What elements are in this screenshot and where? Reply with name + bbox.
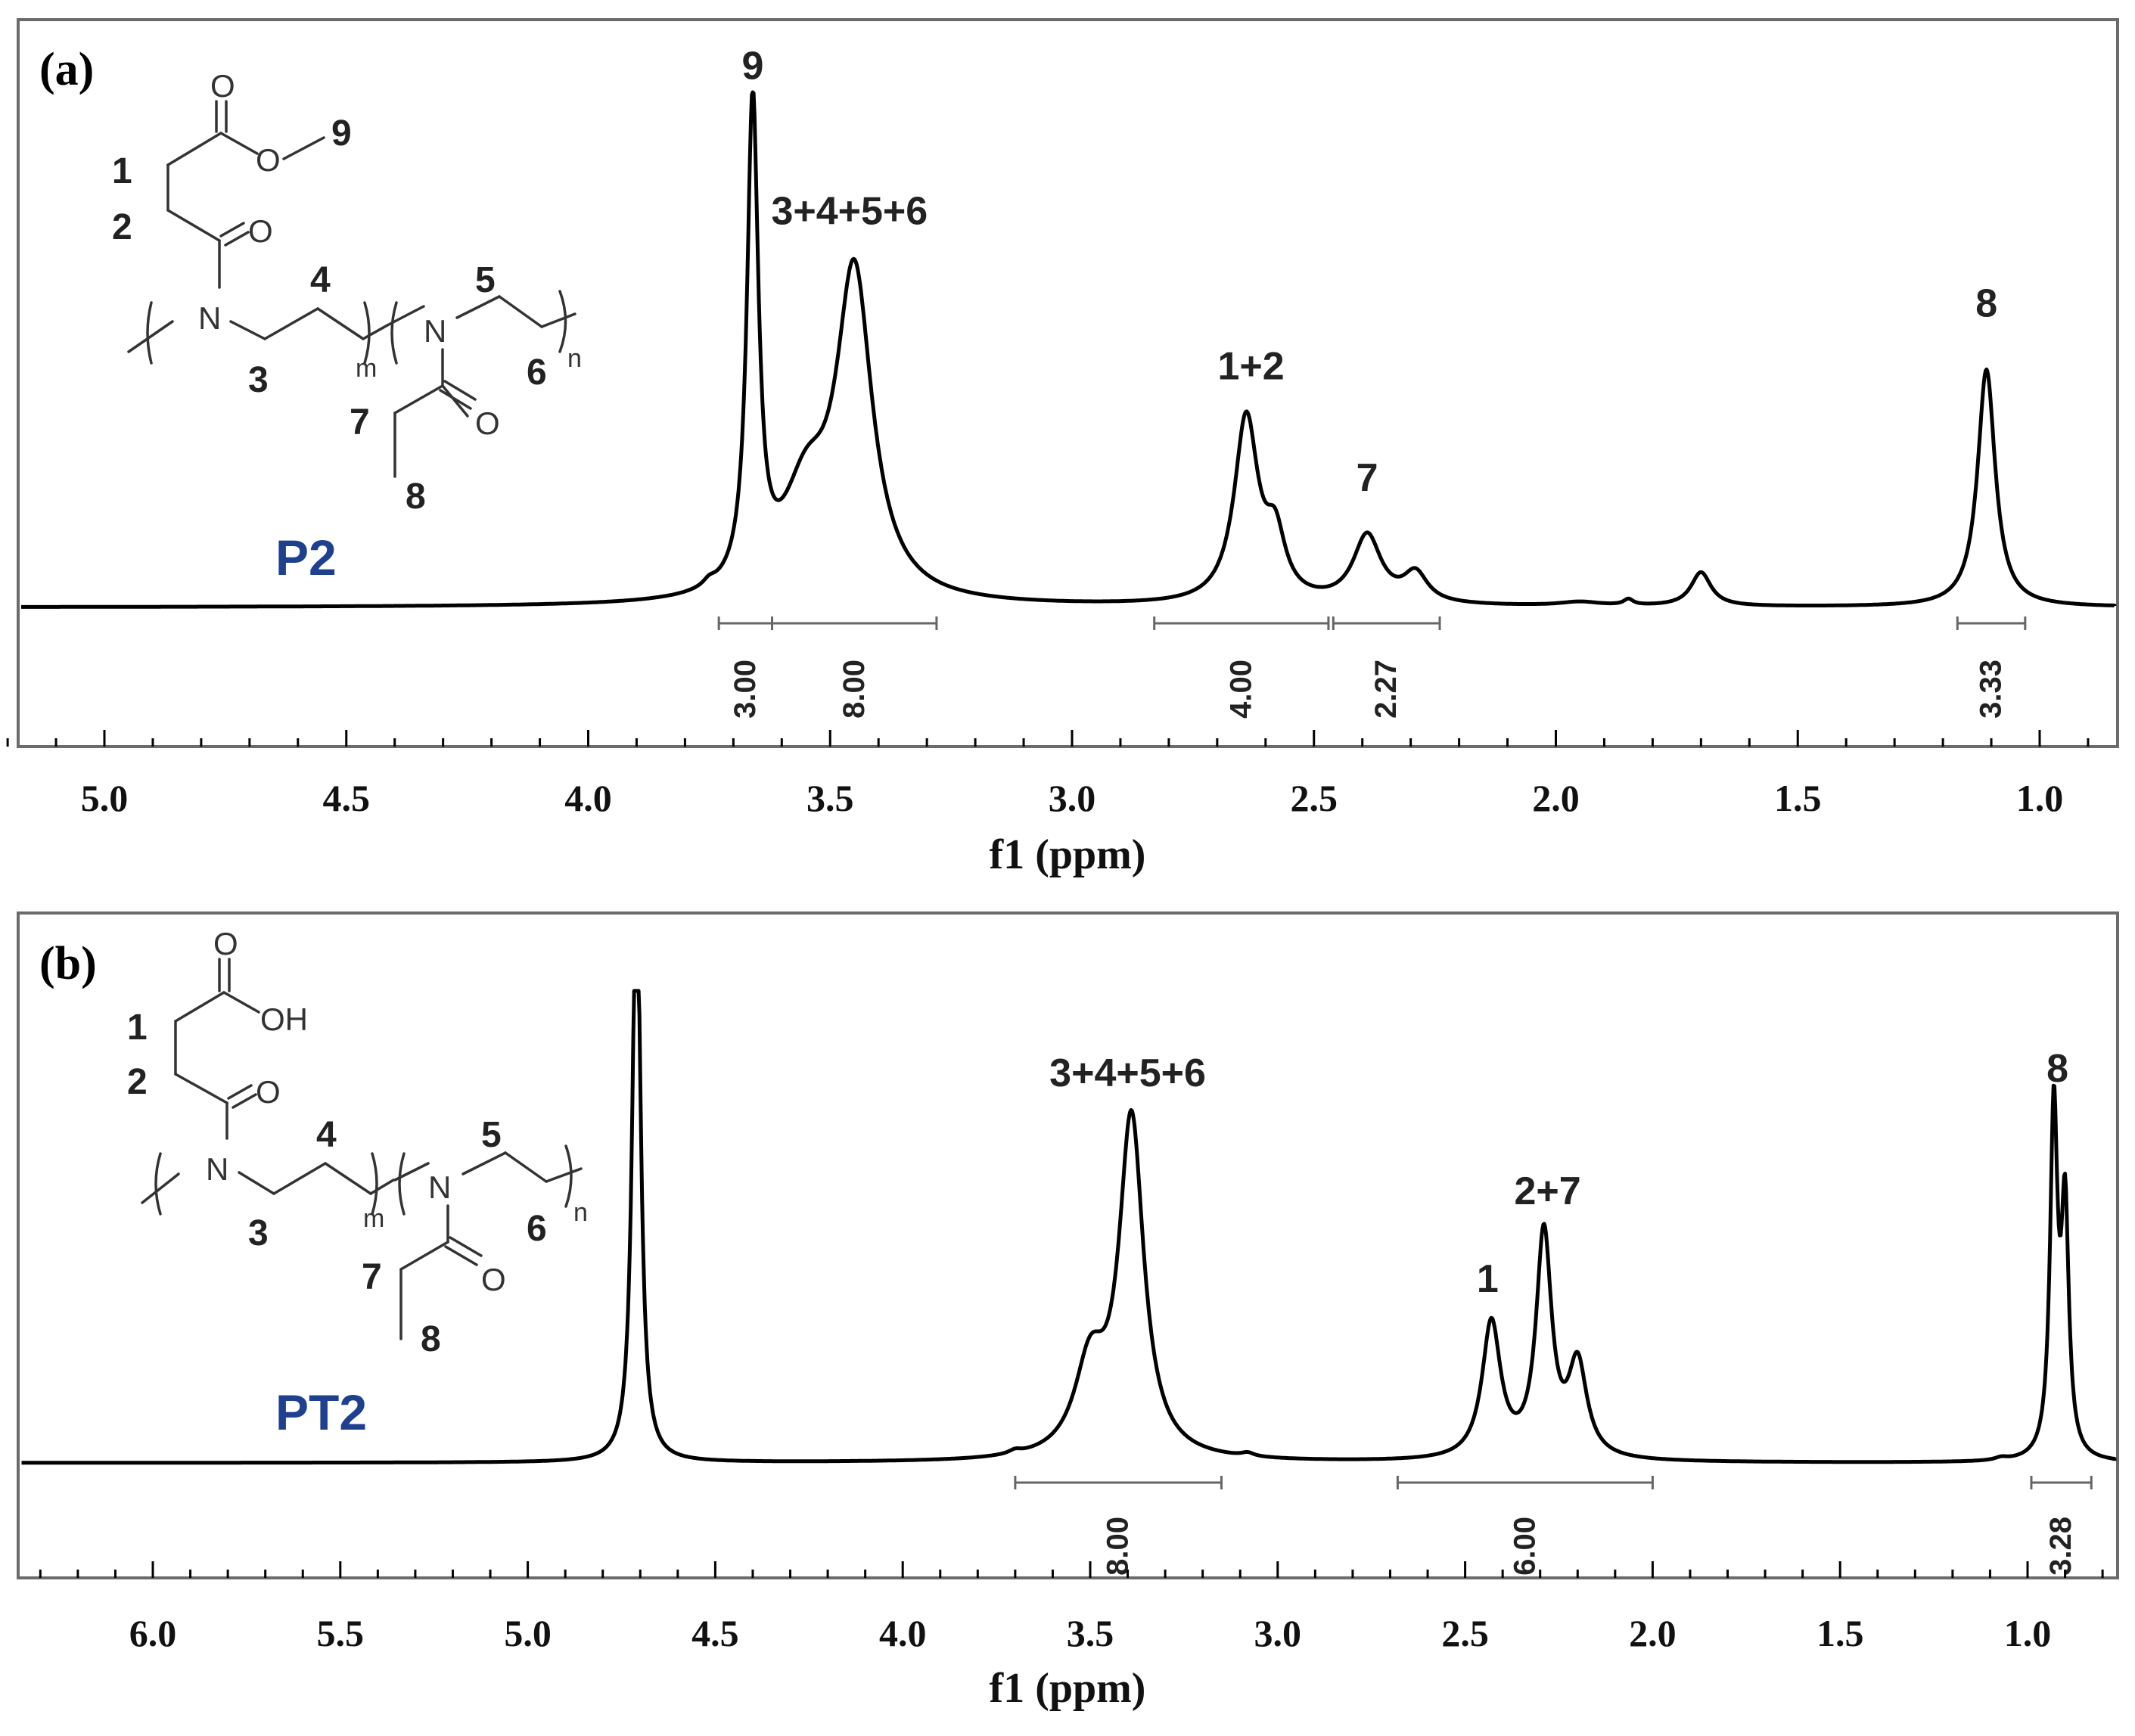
x-tick-label: 1.0 xyxy=(2004,1612,2052,1654)
x-tick-label: 1.0 xyxy=(2016,777,2064,819)
panel-b-frame xyxy=(17,911,2119,1579)
panel-a-frame xyxy=(17,18,2119,748)
integral-value: 8.00 xyxy=(838,660,871,719)
x-tick-label: 5.0 xyxy=(504,1612,552,1654)
panel-b: 8.00 6.00 3.28 3+4+5+6 1 2+7 8 6.0 5.5 5.0 4.5 4.… xyxy=(17,911,2119,1712)
panel-b-integrals: 8.00 6.00 3.28 xyxy=(1014,1476,2093,1576)
peak-label: 1 xyxy=(1477,1257,1499,1301)
panel-b-structure: O OH O N m N n xyxy=(127,926,588,1359)
struct-b-num-6: 6 xyxy=(527,1209,547,1249)
struct-a-num-9: 9 xyxy=(331,113,352,154)
panel-b-label: (b) xyxy=(39,938,97,989)
x-tick-label: 3.5 xyxy=(1067,1612,1114,1654)
panel-b-spectrum xyxy=(20,989,2117,1465)
integral-value: 2.27 xyxy=(1369,660,1403,719)
x-tick-label: 2.5 xyxy=(1291,777,1338,819)
integral-value: 4.00 xyxy=(1224,660,1257,719)
struct-b-num-3: 3 xyxy=(248,1213,269,1253)
integral-value: 3.28 xyxy=(2044,1517,2078,1576)
panel-a: 3.00 8.00 4.00 2.27 3.33 93+4+5+61+278 5.0 4.… xyxy=(6,18,2119,878)
x-tick-label: 3.0 xyxy=(1049,777,1096,819)
struct-b-num-5: 5 xyxy=(481,1115,502,1155)
struct-a-atom-n2: N xyxy=(424,313,446,349)
struct-a-num-5: 5 xyxy=(475,260,496,300)
struct-a-subscript-n: n xyxy=(567,344,582,373)
panel-a-integral-area xyxy=(20,609,2116,745)
struct-a-atom-o-carbonyl: O xyxy=(210,68,235,104)
struct-a-num-7: 7 xyxy=(350,402,370,443)
struct-a-atom-n1: N xyxy=(198,300,221,336)
struct-b-atom-oh: OH xyxy=(260,1002,308,1037)
struct-b-num-4: 4 xyxy=(316,1115,337,1155)
panel-b-x-axis-title: f1 (ppm) xyxy=(990,1665,1146,1712)
x-tick-label: 4.5 xyxy=(323,777,371,819)
x-tick-label: 2.0 xyxy=(1532,777,1580,819)
struct-a-num-4: 4 xyxy=(310,260,331,300)
struct-b-atom-o-carbonyl: O xyxy=(213,926,238,961)
struct-b-atom-o-propionyl: O xyxy=(481,1262,506,1297)
struct-a-atom-o-amide: O xyxy=(248,213,273,249)
integral-value: 6.00 xyxy=(1508,1517,1541,1576)
x-tick-label: 1.5 xyxy=(1774,777,1822,819)
integral-value: 3.33 xyxy=(1975,660,2008,719)
x-tick-label: 1.5 xyxy=(1816,1612,1864,1654)
x-tick-label: 5.5 xyxy=(317,1612,365,1654)
struct-a-atom-o-propionyl: O xyxy=(475,405,500,441)
struct-b-num-2: 2 xyxy=(127,1062,148,1102)
peak-label: 7 xyxy=(1357,456,1378,500)
peak-label: 2+7 xyxy=(1515,1169,1581,1213)
panel-a-x-axis-title: f1 (ppm) xyxy=(990,831,1146,878)
struct-a-num-6: 6 xyxy=(527,352,547,393)
panel-a-compound-name: P2 xyxy=(275,529,337,585)
peak-label: 8 xyxy=(2046,1047,2068,1091)
struct-b-subscript-n: n xyxy=(573,1198,588,1227)
panel-b-peak-labels: 3+4+5+6 1 2+7 8 xyxy=(1049,1047,2068,1301)
x-tick-label: 4.5 xyxy=(691,1612,739,1654)
peak-label: 9 xyxy=(741,44,763,88)
integral-value: 8.00 xyxy=(1102,1517,1135,1576)
peak-label: 1+2 xyxy=(1218,345,1285,389)
integral-value: 3.00 xyxy=(729,660,762,719)
panel-b-x-axis: 6.0 5.5 5.0 4.5 4.0 3.5 3.0 2.5 2.0 1.5 1.0 xyxy=(39,1561,2104,1654)
struct-a-num-3: 3 xyxy=(248,360,269,400)
peak-label: 3+4+5+6 xyxy=(771,190,928,234)
x-tick-label: 2.0 xyxy=(1629,1612,1677,1654)
struct-b-atom-o-amide: O xyxy=(256,1074,281,1110)
struct-a-num-8: 8 xyxy=(406,477,426,517)
panel-a-integrals: 3.00 8.00 4.00 2.27 3.33 xyxy=(717,616,2027,719)
x-tick-label: 6.0 xyxy=(129,1612,177,1654)
struct-a-num-2: 2 xyxy=(112,207,132,247)
struct-b-num-1: 1 xyxy=(127,1008,148,1048)
struct-b-atom-n1: N xyxy=(206,1151,228,1187)
panel-a-spectrum xyxy=(20,90,2117,609)
struct-b-subscript-m: m xyxy=(363,1204,384,1233)
struct-b-atom-n2: N xyxy=(428,1169,451,1205)
panel-a-peak-labels: 9 3+4+5+6 1+2 7 8 xyxy=(741,44,1997,500)
x-tick-label: 3.5 xyxy=(806,777,854,819)
x-tick-label: 4.0 xyxy=(879,1612,927,1654)
panel-a-x-axis: 5.0 4.5 4.0 3.5 3.0 2.5 2.0 1.5 1.0 xyxy=(6,730,2090,819)
x-tick-label: 5.0 xyxy=(81,777,129,819)
x-tick-label: 2.5 xyxy=(1441,1612,1489,1654)
panel-a-structure: O O O N m N n xyxy=(112,68,582,517)
x-tick-label: 4.0 xyxy=(564,777,612,819)
x-tick-label: 3.0 xyxy=(1254,1612,1302,1654)
struct-b-num-8: 8 xyxy=(421,1319,441,1359)
struct-a-atom-o-ester: O xyxy=(256,142,281,178)
peak-label: 3+4+5+6 xyxy=(1049,1051,1206,1095)
struct-a-num-1: 1 xyxy=(112,151,132,191)
peak-label: 8 xyxy=(1975,281,1997,325)
struct-a-subscript-m: m xyxy=(356,354,377,383)
panel-a-label: (a) xyxy=(39,44,94,95)
panel-b-compound-name: PT2 xyxy=(275,1384,367,1440)
struct-b-num-7: 7 xyxy=(362,1257,382,1297)
